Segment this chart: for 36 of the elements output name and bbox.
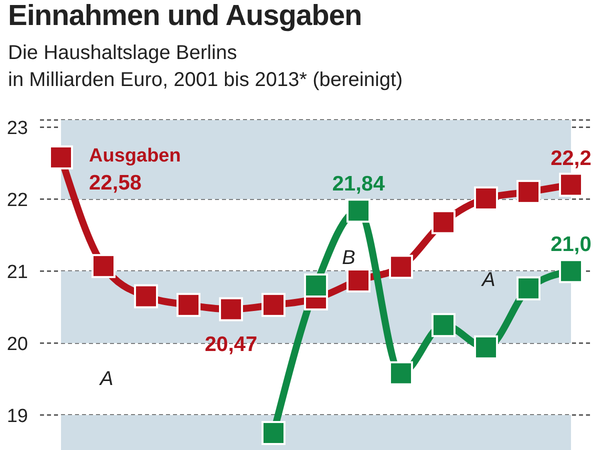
y-tick-label: 19 bbox=[6, 406, 28, 427]
y-tick-label: 20 bbox=[6, 334, 28, 355]
point bbox=[262, 421, 286, 446]
point bbox=[432, 313, 456, 338]
point bbox=[346, 268, 370, 292]
point bbox=[389, 361, 413, 386]
point bbox=[516, 276, 540, 300]
data-label: 20,47 bbox=[204, 333, 258, 356]
point bbox=[474, 186, 498, 210]
y-tick-label: 21 bbox=[6, 262, 28, 283]
annotation: B bbox=[342, 247, 356, 269]
data-label: 21,0 bbox=[550, 233, 592, 256]
point bbox=[432, 210, 456, 234]
series-label: Ausgaben bbox=[89, 145, 181, 166]
point bbox=[559, 259, 583, 284]
point bbox=[92, 254, 116, 278]
point bbox=[49, 145, 73, 170]
point bbox=[219, 297, 243, 322]
annotation: A bbox=[99, 368, 114, 390]
y-tick-label: 22 bbox=[6, 190, 28, 211]
point bbox=[389, 254, 413, 279]
annotation: A bbox=[481, 269, 496, 291]
point bbox=[176, 292, 200, 317]
data-label: 22,58 bbox=[89, 171, 142, 194]
point bbox=[559, 172, 583, 197]
point bbox=[474, 335, 498, 360]
point bbox=[134, 284, 158, 308]
point bbox=[304, 274, 328, 298]
chart-subtitle: Die Haushaltslage Berlins in Milliarden Euro, 2001 bis 2013* (bereinigt) bbox=[8, 42, 403, 92]
point bbox=[346, 198, 370, 223]
y-tick-label: 23 bbox=[6, 118, 28, 139]
chart-title: Einnahmen und Ausgaben bbox=[8, 0, 362, 33]
data-label: 21,84 bbox=[332, 172, 386, 196]
point bbox=[516, 180, 540, 204]
point bbox=[262, 292, 286, 317]
data-label: 22,2 bbox=[550, 146, 592, 170]
